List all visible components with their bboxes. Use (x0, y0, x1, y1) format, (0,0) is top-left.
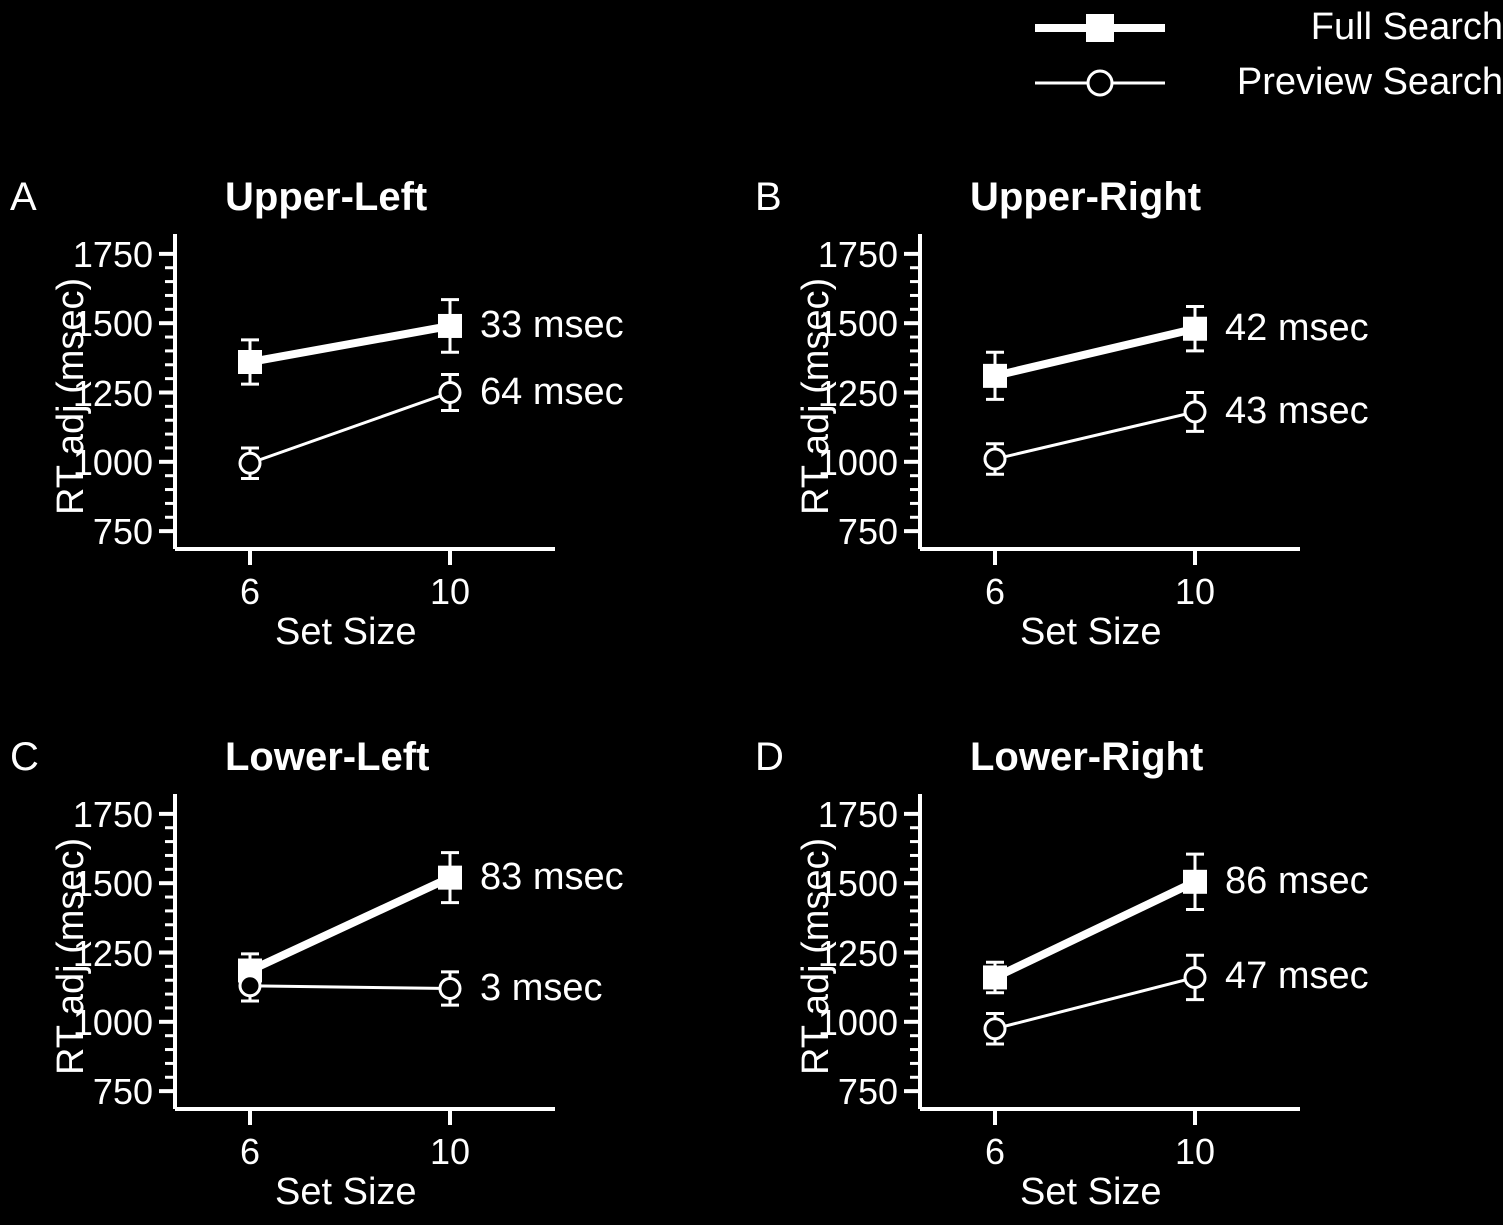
y-tick-label: 750 (806, 511, 898, 553)
y-axis-label: RT adj (msec) (50, 838, 93, 1075)
x-axis-label: Set Size (275, 611, 417, 654)
y-tick-label: 1750 (61, 234, 153, 276)
panel-title: Upper-Left (225, 175, 427, 220)
x-tick-label: 6 (965, 571, 1025, 613)
slope-annotation-preview: 64 msec (480, 371, 624, 414)
y-tick-label: 750 (61, 511, 153, 553)
x-tick-label: 6 (220, 571, 280, 613)
y-tick-label: 750 (806, 1071, 898, 1113)
y-axis-label: RT adj (msec) (50, 278, 93, 515)
legend-full-search: Full Search (1225, 6, 1503, 49)
slope-annotation-full: 83 msec (480, 856, 624, 899)
x-axis-label: Set Size (1020, 611, 1162, 654)
panel-letter-c: C (10, 735, 39, 780)
panel-letter-a: A (10, 175, 37, 220)
slope-annotation-full: 86 msec (1225, 860, 1369, 903)
panel-letter-b: B (755, 175, 782, 220)
legend-preview-search: Preview Search (1225, 61, 1503, 104)
y-tick-label: 750 (61, 1071, 153, 1113)
x-tick-label: 10 (420, 1131, 480, 1173)
panel-title: Upper-Right (970, 175, 1201, 220)
panel-letter-d: D (755, 735, 784, 780)
x-axis-label: Set Size (1020, 1171, 1162, 1214)
y-axis-label: RT adj (msec) (795, 278, 838, 515)
y-axis-label: RT adj (msec) (795, 838, 838, 1075)
panel-title: Lower-Right (970, 735, 1203, 780)
x-tick-label: 6 (965, 1131, 1025, 1173)
x-axis-label: Set Size (275, 1171, 417, 1214)
slope-annotation-full: 33 msec (480, 304, 624, 347)
slope-annotation-full: 42 msec (1225, 307, 1369, 350)
panel-title: Lower-Left (225, 735, 429, 780)
y-tick-label: 1750 (806, 234, 898, 276)
y-tick-label: 1750 (806, 794, 898, 836)
y-tick-label: 1750 (61, 794, 153, 836)
x-tick-label: 10 (1165, 571, 1225, 613)
x-tick-label: 10 (420, 571, 480, 613)
slope-annotation-preview: 43 msec (1225, 390, 1369, 433)
slope-annotation-preview: 47 msec (1225, 955, 1369, 998)
figure-root: Full Search Preview Search A Upper-Left 750 1… (0, 0, 1503, 1225)
x-tick-label: 6 (220, 1131, 280, 1173)
x-tick-label: 10 (1165, 1131, 1225, 1173)
slope-annotation-preview: 3 msec (480, 967, 602, 1010)
